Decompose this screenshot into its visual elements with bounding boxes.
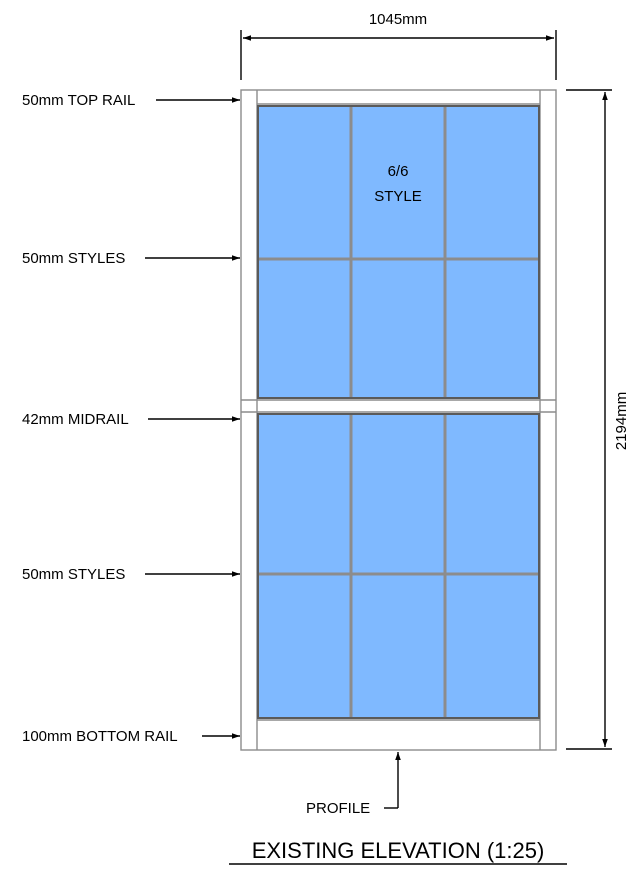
height-dimension-label: 2194mm	[613, 392, 630, 450]
height-dimension: 2194mm	[566, 89, 630, 750]
callout-profile: PROFILE	[306, 752, 401, 817]
lower-sash	[257, 413, 540, 719]
callout-styles-lower-label: 50mm STYLES	[22, 566, 125, 583]
callout-styles-upper: 50mm STYLES	[22, 250, 240, 267]
callout-styles-upper-label: 50mm STYLES	[22, 250, 125, 267]
callout-styles-lower: 50mm STYLES	[22, 566, 240, 583]
callout-bottom-rail-label: 100mm BOTTOM RAIL	[22, 728, 178, 745]
callout-midrail-label: 42mm MIDRAIL	[22, 411, 129, 428]
pane-label-line2: STYLE	[374, 188, 422, 205]
callout-profile-label: PROFILE	[306, 800, 370, 817]
width-dimension-label: 1045mm	[369, 11, 427, 28]
callout-top-rail: 50mm TOP RAIL	[22, 92, 240, 109]
callout-top-rail-label: 50mm TOP RAIL	[22, 92, 135, 109]
drawing-title: EXISTING ELEVATION (1:25)	[252, 838, 545, 863]
pane-label-line1: 6/6	[388, 163, 409, 180]
upper-sash	[257, 105, 540, 399]
upper-glass	[258, 106, 539, 398]
width-dimension: 1045mm	[240, 11, 557, 80]
lower-glass	[258, 414, 539, 718]
callout-midrail: 42mm MIDRAIL	[22, 411, 240, 428]
callout-bottom-rail: 100mm BOTTOM RAIL	[22, 728, 240, 745]
